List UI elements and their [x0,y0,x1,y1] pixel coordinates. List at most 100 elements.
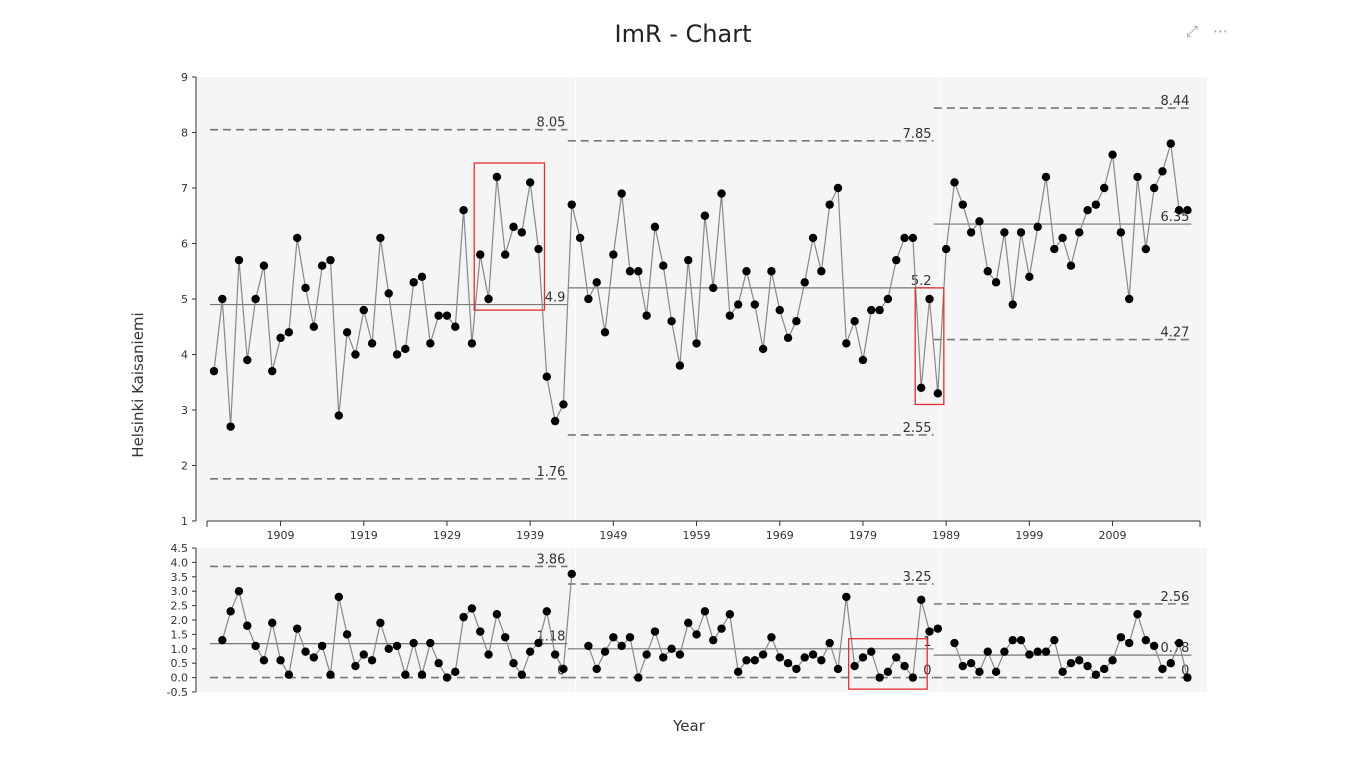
mr-chart-data-point[interactable] [667,644,676,653]
i-chart-data-point[interactable] [600,328,610,337]
mr-chart-data-point[interactable] [1133,610,1142,619]
mr-chart-data-point[interactable] [509,659,518,668]
mr-chart-data-point[interactable] [1016,635,1026,645]
mr-chart-data-point[interactable] [234,587,244,596]
mr-chart-data-point[interactable] [617,641,626,651]
mr-chart-data-point[interactable] [817,656,826,665]
i-chart-data-point[interactable] [584,294,593,304]
i-chart-data-point[interactable] [908,233,918,243]
mr-chart-data-point[interactable] [975,667,984,677]
mr-chart-data-point[interactable] [1158,664,1167,674]
i-chart-data-point[interactable] [484,294,493,304]
i-chart-data-point[interactable] [1066,261,1076,270]
mr-chart-data-point[interactable] [268,618,277,628]
mr-chart-data-point[interactable] [767,633,776,642]
i-chart-data-point[interactable] [792,317,801,326]
mr-chart-data-point[interactable] [284,670,294,679]
i-chart-data-point[interactable] [1125,294,1134,304]
i-chart-data-point[interactable] [700,211,710,220]
i-chart-data-point[interactable] [276,333,285,343]
i-chart-data-point[interactable] [692,339,701,348]
mr-chart-data-point[interactable] [1108,656,1117,665]
mr-chart-data-point[interactable] [342,630,352,639]
i-chart-data-point[interactable] [351,350,360,359]
mr-chart-data-point[interactable] [1008,635,1017,645]
i-chart-data-point[interactable] [1075,228,1084,237]
mr-chart-data-point[interactable] [476,627,485,636]
i-chart-data-point[interactable] [1083,206,1092,215]
mr-chart-data-point[interactable] [742,656,751,665]
mr-chart-data-point[interactable] [401,670,410,679]
i-chart-data-point[interactable] [1016,228,1026,237]
mr-chart-data-point[interactable] [1058,667,1067,677]
i-chart-data-point[interactable] [317,261,327,270]
i-chart-data-point[interactable] [950,178,959,187]
i-chart-data-point[interactable] [609,250,618,259]
i-chart-data-point[interactable] [1166,139,1176,148]
i-chart-data-point[interactable] [517,228,527,237]
i-chart-data-point[interactable] [1050,244,1059,254]
i-chart-data-point[interactable] [758,344,768,354]
mr-chart-data-point[interactable] [459,612,468,622]
i-chart-data-point[interactable] [833,183,843,193]
i-chart-data-point[interactable] [817,267,826,276]
mr-chart-data-point[interactable] [301,647,310,656]
mr-chart-data-point[interactable] [675,650,685,659]
i-chart-data-point[interactable] [875,305,884,315]
mr-chart-data-point[interactable] [758,650,768,659]
mr-chart-data-point[interactable] [542,607,551,616]
mr-chart-data-point[interactable] [501,633,510,642]
i-chart-data-point[interactable] [1058,233,1067,243]
i-chart-data-point[interactable] [1174,206,1184,215]
mr-chart-data-point[interactable] [559,664,568,674]
i-chart-data-point[interactable] [659,261,668,270]
mr-chart-data-point[interactable] [783,659,793,668]
i-chart-data-point[interactable] [684,255,693,265]
mr-chart-data-point[interactable] [634,673,643,682]
mr-chart-data-point[interactable] [442,673,452,682]
i-chart-data-point[interactable] [983,267,992,276]
i-chart-data-point[interactable] [1149,183,1159,193]
i-chart-data-point[interactable] [1041,172,1051,182]
i-chart-data-point[interactable] [1100,183,1109,193]
i-chart-data-point[interactable] [417,272,427,281]
mr-chart-data-point[interactable] [833,664,843,674]
focus-mode-icon[interactable]: ⤢ [1186,22,1199,40]
mr-chart-data-point[interactable] [700,607,710,616]
mr-chart-data-point[interactable] [1050,635,1059,645]
mr-chart-data-point[interactable] [642,650,651,659]
i-chart-data-point[interactable] [1091,200,1101,209]
mr-chart-data-point[interactable] [384,644,393,653]
mr-chart-data-point[interactable] [991,667,1001,677]
mr-chart-data-point[interactable] [800,653,809,662]
i-chart-data-point[interactable] [642,311,651,320]
mr-chart-data-point[interactable] [725,610,735,619]
i-chart-data-point[interactable] [542,372,551,381]
i-chart-data-point[interactable] [733,300,743,309]
i-chart-data-point[interactable] [492,172,502,182]
mr-chart-data-point[interactable] [900,661,909,671]
mr-chart-data-point[interactable] [525,647,535,656]
mr-chart-data-point[interactable] [609,633,618,642]
i-chart-data-point[interactable] [575,233,585,243]
i-chart-data-point[interactable] [742,267,751,276]
i-chart-data-point[interactable] [243,355,252,365]
mr-chart-data-point[interactable] [1066,659,1076,668]
i-chart-data-point[interactable] [284,328,294,337]
i-chart-data-point[interactable] [717,189,726,198]
mr-chart-data-point[interactable] [625,633,635,642]
i-chart-data-point[interactable] [392,350,402,359]
mr-chart-data-point[interactable] [567,569,576,579]
i-chart-data-point[interactable] [1000,228,1009,237]
i-chart-data-point[interactable] [434,311,443,320]
mr-chart-data-point[interactable] [359,650,368,659]
i-chart-data-point[interactable] [409,278,418,287]
mr-chart-data-point[interactable] [326,670,335,679]
i-chart-data-point[interactable] [384,289,393,298]
mr-chart-data-point[interactable] [492,610,502,619]
mr-chart-data-point[interactable] [1141,635,1151,645]
i-chart-data-point[interactable] [1183,206,1192,215]
i-chart-data-point[interactable] [808,233,818,243]
mr-chart-data-point[interactable] [592,664,601,674]
mr-chart-data-point[interactable] [650,627,660,636]
